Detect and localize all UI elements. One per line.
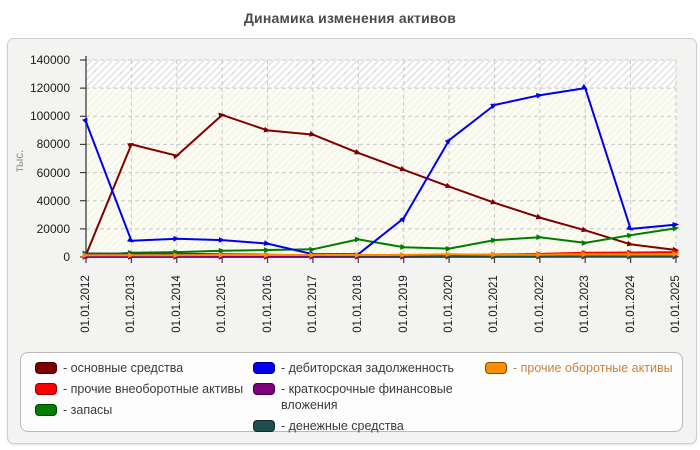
legend-item: - основные средства <box>35 360 253 376</box>
x-tick-label: 01.01.2025 <box>670 275 682 333</box>
legend-swatch <box>35 383 57 395</box>
legend-label: - прочие внеоборотные активы <box>63 382 244 396</box>
y-tick-label: 20000 <box>36 221 70 236</box>
chart-panel: 0 20000 40000 60000 80000 100000 120000 140000 … <box>7 38 697 444</box>
x-tick-label: 01.01.2013 <box>125 275 138 333</box>
x-tick-label: 01.01.2014 <box>170 275 183 333</box>
decorative <box>86 60 676 257</box>
series-line-3 <box>82 83 680 259</box>
legend-label: - краткосрочные финансовые вложения <box>281 382 453 412</box>
legend-column: - дебиторская задолженность - краткосрочн… <box>253 360 485 439</box>
legend-swatch <box>253 420 275 432</box>
x-tick-label: 01.01.2023 <box>579 275 592 333</box>
legend-swatch <box>485 362 507 374</box>
legend-label: - основные средства <box>63 361 184 375</box>
legend-label: - дебиторская задолженность <box>281 361 455 375</box>
y-tick-label: 0 <box>63 250 70 264</box>
legend-item: - прочие внеоборотные активы <box>35 381 253 397</box>
legend-swatch <box>35 404 57 416</box>
legend-swatch <box>253 383 275 395</box>
legend-label: - прочие оборотные активы <box>513 361 673 375</box>
y-tick-label: 140000 <box>29 53 70 67</box>
y-axis-title: тыс. <box>14 149 26 173</box>
x-tick-label: 01.01.2021 <box>488 275 501 333</box>
y-tick-label: 120000 <box>29 81 70 96</box>
decorative <box>86 60 676 89</box>
y-tick-label: 100000 <box>29 109 70 124</box>
legend-swatch <box>253 362 275 374</box>
x-tick-label: 01.01.2018 <box>352 275 365 333</box>
page-title: Динамика изменения активов <box>243 10 457 26</box>
legend-label: - денежные средства <box>281 419 404 433</box>
legend-item: - дебиторская задолженность <box>253 360 485 376</box>
y-tick-label: 80000 <box>36 137 70 152</box>
legend-item: - денежные средства <box>253 418 485 434</box>
legend-item: - запасы <box>35 402 253 418</box>
x-tick-label: 01.01.2020 <box>443 275 456 333</box>
x-tick-label: 01.01.2016 <box>261 275 274 333</box>
chart-plot <box>80 56 680 263</box>
legend-item: - прочие оборотные активы <box>485 360 674 376</box>
x-tick-label: 01.01.2015 <box>216 275 229 333</box>
legend-column: - прочие оборотные активы <box>485 360 674 381</box>
legend: - основные средства - прочие внеоборотные… <box>20 352 683 433</box>
legend-swatch <box>35 362 57 374</box>
legend-item: - краткосрочные финансовые вложения <box>253 381 485 413</box>
legend-label: - запасы <box>63 403 113 417</box>
x-tick-label: 01.01.2019 <box>397 275 410 333</box>
x-tick-label: 01.01.2012 <box>80 275 92 333</box>
y-tick-label: 60000 <box>36 165 70 180</box>
y-tick-label: 40000 <box>36 193 70 208</box>
legend-column: - основные средства - прочие внеоборотные… <box>35 360 253 423</box>
x-tick-label: 01.01.2022 <box>533 275 546 333</box>
x-tick-label: 01.01.2024 <box>624 275 637 333</box>
x-tick-label: 01.01.2017 <box>306 275 319 333</box>
series-line-6 <box>82 251 680 259</box>
